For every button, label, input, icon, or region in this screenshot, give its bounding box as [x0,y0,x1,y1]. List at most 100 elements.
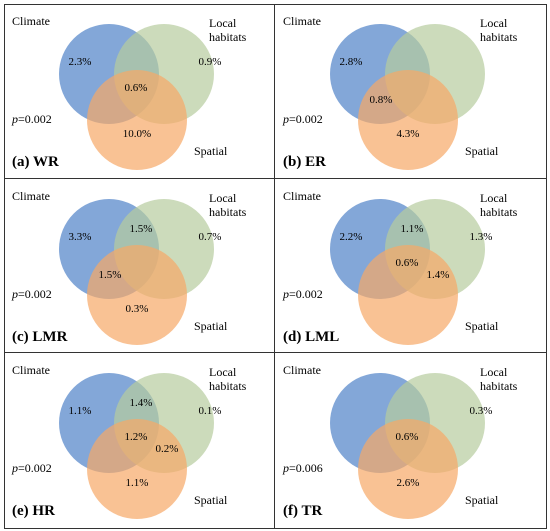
value-spatial-only: 0.3% [125,303,149,315]
spatial-circle [358,245,458,345]
caption-letter: (b) [283,154,302,170]
caption-letter: (d) [283,329,302,345]
value-climate-only: 2.3% [68,56,92,68]
p-value: p=0.006 [283,461,323,476]
p-number: =0.002 [18,461,52,475]
value-center: 0.6% [124,82,148,94]
value-climate-local: 1.1% [400,223,424,235]
climate-label: Climate [12,363,50,377]
climate-label: Climate [12,14,50,28]
value-local-only: 0.3% [469,405,493,417]
column-divider [274,4,275,528]
p-value: p=0.002 [12,287,52,302]
venn-svg [59,199,214,345]
panel-caption: (c) LMR [12,329,67,346]
p-symbol: p [12,461,18,475]
caption-name: TR [301,503,323,519]
p-value: p=0.002 [283,287,323,302]
local-habitats-label: Local habitats [480,365,518,393]
spatial-label: Spatial [194,144,228,158]
p-symbol: p [283,287,289,301]
caption-letter: (c) [12,329,29,345]
spatial-label: Spatial [194,493,228,507]
p-number: =0.002 [18,112,52,126]
caption-letter: (f) [283,503,298,519]
local-habitats-label: Local habitats [209,16,247,44]
p-number: =0.006 [289,461,323,475]
panel-d: Climate Local habitats Spatial p=0.002 (d) L… [275,179,548,355]
panel-c: Climate Local habitats Spatial p=0.002 (c) L… [4,179,277,355]
caption-name: HR [32,503,55,519]
caption-name: WR [32,154,59,170]
value-center: 0.6% [395,431,419,443]
climate-label: Climate [283,189,321,203]
row-divider-1 [4,178,546,179]
venn-svg [330,24,485,170]
row-divider-2 [4,352,546,353]
p-symbol: p [283,112,289,126]
spatial-circle [87,70,187,170]
p-number: =0.002 [289,287,323,301]
p-number: =0.002 [18,287,52,301]
spatial-circle [358,70,458,170]
value-spatial-only: 4.3% [396,128,420,140]
spatial-label: Spatial [194,319,228,333]
value-local-only: 1.3% [469,231,493,243]
value-climate-only: 1.1% [68,405,92,417]
panel-f: Climate Local habitats Spatial p=0.006 (f) T… [275,353,548,529]
spatial-label: Spatial [465,144,499,158]
value-climate-local: 1.4% [129,397,153,409]
venn-svg [330,373,485,519]
local-habitats-label: Local habitats [209,365,247,393]
climate-label: Climate [283,363,321,377]
value-climate-only: 2.8% [339,56,363,68]
value-local-only: 0.7% [198,231,222,243]
caption-letter: (e) [12,503,29,519]
spatial-circle [87,245,187,345]
value-local-spatial: 1.4% [426,269,450,281]
p-value: p=0.002 [283,112,323,127]
value-local-only: 0.9% [198,56,222,68]
panel-caption: (e) HR [12,503,55,520]
panel-b: Climate Local habitats Spatial p=0.002 (b) E… [275,4,548,180]
value-local-only: 0.1% [198,405,222,417]
climate-label: Climate [283,14,321,28]
caption-name: LML [305,329,340,345]
p-symbol: p [283,461,289,475]
p-value: p=0.002 [12,461,52,476]
venn-svg [330,199,485,345]
figure-frame [4,4,547,529]
spatial-circle [358,419,458,519]
value-climate-only: 2.2% [339,231,363,243]
value-climate-spatial: 1.5% [98,269,122,281]
value-spatial-only: 2.6% [396,477,420,489]
value-local-spatial: 0.2% [155,443,179,455]
caption-name: LMR [32,329,68,345]
local-habitats-label: Local habitats [480,16,518,44]
value-center: 0.6% [395,257,419,269]
venn-svg [59,373,214,519]
spatial-label: Spatial [465,493,499,507]
value-center: 1.2% [124,431,148,443]
caption-letter: (a) [12,154,30,170]
panel-caption: (b) ER [283,154,326,171]
value-climate-spatial: 0.8% [369,94,393,106]
value-spatial-only: 1.1% [125,477,149,489]
value-spatial-only: 10.0% [122,128,152,140]
p-number: =0.002 [289,112,323,126]
panel-caption: (a) WR [12,154,59,171]
spatial-circle [87,419,187,519]
p-value: p=0.002 [12,112,52,127]
p-symbol: p [12,112,18,126]
value-climate-only: 3.3% [68,231,92,243]
panel-caption: (d) LML [283,329,339,346]
local-habitats-label: Local habitats [480,191,518,219]
panel-e: Climate Local habitats Spatial p=0.002 (e) H… [4,353,277,529]
caption-name: ER [305,154,326,170]
panel-caption: (f) TR [283,503,322,520]
panel-a: Climate Local habitats Spatial p=0.002 (a) W… [4,4,277,180]
climate-label: Climate [12,189,50,203]
spatial-label: Spatial [465,319,499,333]
value-climate-local: 1.5% [129,223,153,235]
